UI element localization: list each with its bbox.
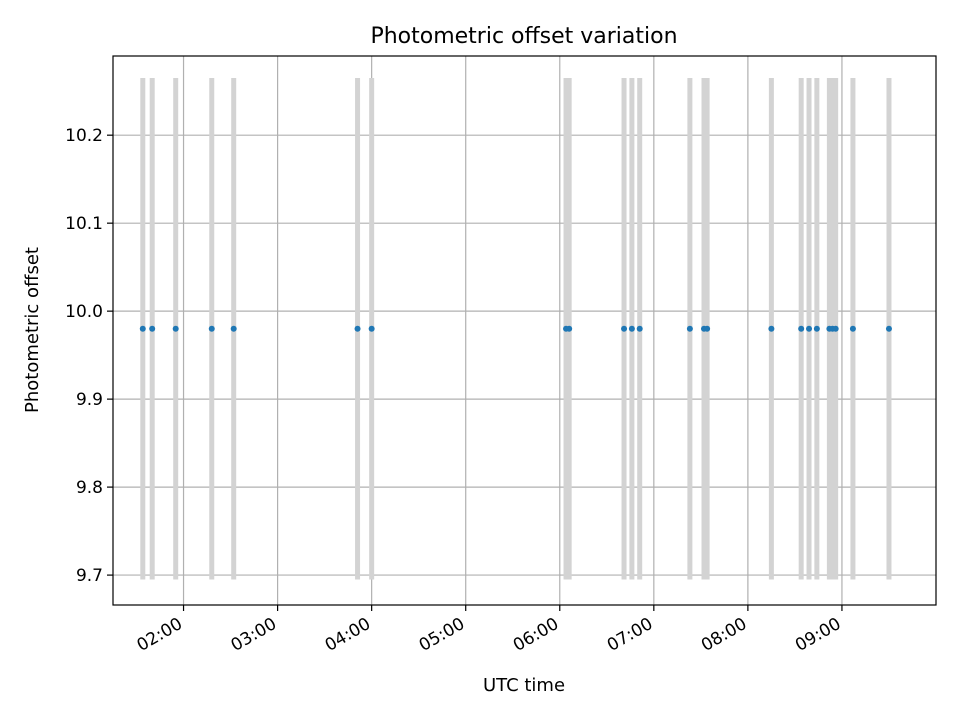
data-point <box>768 325 775 332</box>
error-bars <box>140 77 892 580</box>
data-point <box>621 325 628 332</box>
plot-frame <box>112 55 937 606</box>
x-tick-label: 08:00 <box>698 614 750 656</box>
data-point <box>806 325 813 332</box>
data-point <box>813 325 820 332</box>
x-axis-ticks: 02:00 03:00 04:00 05:00 06:00 07:00 08:00 09:00 <box>134 605 844 656</box>
x-tick-label: 04:00 <box>322 614 374 656</box>
data-point <box>566 325 573 332</box>
data-point <box>849 325 856 332</box>
x-tick-label: 07:00 <box>604 614 656 656</box>
y-tick-label: 10.0 <box>65 302 103 322</box>
grid-lines <box>113 56 936 605</box>
x-tick-label: 02:00 <box>134 614 186 656</box>
data-point <box>172 325 179 332</box>
data-points <box>139 325 892 332</box>
data-point <box>149 325 156 332</box>
data-point <box>798 325 805 332</box>
y-tick-label: 9.8 <box>76 478 103 498</box>
data-point <box>686 325 693 332</box>
data-point <box>885 325 892 332</box>
data-point <box>139 325 146 332</box>
x-tick-label: 05:00 <box>416 614 468 656</box>
data-point <box>208 325 215 332</box>
y-axis-label: Photometric offset <box>22 247 43 413</box>
y-axis-ticks: 9.7 9.8 9.9 10.0 10.1 10.2 <box>65 126 113 586</box>
x-tick-label: 09:00 <box>792 614 844 656</box>
y-tick-label: 9.9 <box>76 390 103 410</box>
data-point <box>230 325 237 332</box>
y-tick-label: 9.7 <box>76 566 103 586</box>
data-point <box>368 325 375 332</box>
x-axis-label: UTC time <box>483 675 565 696</box>
x-tick-label: 03:00 <box>228 614 280 656</box>
data-point <box>628 325 635 332</box>
data-point <box>704 325 711 332</box>
data-point <box>636 325 643 332</box>
chart-title: Photometric offset variation <box>370 24 677 49</box>
data-point <box>832 325 839 332</box>
data-point <box>354 325 361 332</box>
y-tick-label: 10.2 <box>65 126 103 146</box>
x-tick-label: 06:00 <box>510 614 562 656</box>
y-tick-label: 10.1 <box>65 214 103 234</box>
